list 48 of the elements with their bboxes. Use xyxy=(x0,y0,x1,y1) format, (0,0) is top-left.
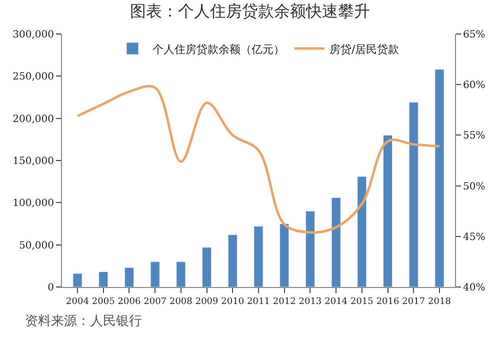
x-tick-label: 2015 xyxy=(350,296,374,307)
bar xyxy=(176,261,186,287)
y2-tick-label: 45% xyxy=(463,232,486,243)
y2-tick-label: 65% xyxy=(463,30,486,40)
x-tick-label: 2014 xyxy=(324,296,348,307)
bar xyxy=(124,267,134,287)
bar xyxy=(331,197,341,287)
x-tick-label: 2010 xyxy=(221,296,244,307)
bar xyxy=(280,224,290,287)
bar xyxy=(228,234,238,287)
bar xyxy=(408,102,418,287)
y2-tick-label: 40% xyxy=(463,282,486,294)
y-tick-label: 250,000 xyxy=(12,72,54,83)
y-tick-label: 100,000 xyxy=(12,198,54,210)
x-tick-label: 2005 xyxy=(92,296,116,307)
y-tick-label: 50,000 xyxy=(19,240,54,252)
x-tick-label: 2008 xyxy=(169,296,193,307)
x-tick-label: 2004 xyxy=(66,296,90,307)
x-tick-label: 2012 xyxy=(272,296,296,307)
y2-tick-label: 60% xyxy=(463,80,486,92)
x-tick-label: 2018 xyxy=(428,296,452,307)
bar xyxy=(357,176,367,287)
y-tick-label: 300,000 xyxy=(12,30,54,40)
legend-label: 房贷/居民贷款 xyxy=(330,42,400,56)
y-tick-label: 0 xyxy=(48,282,54,294)
y-tick-label: 200,000 xyxy=(12,114,54,125)
chart-title: 图表：个人住房贷款余额快速攀升 xyxy=(130,1,370,20)
x-tick-label: 2007 xyxy=(144,296,167,307)
bar xyxy=(434,69,444,287)
x-tick-label: 2009 xyxy=(195,296,219,307)
bar xyxy=(98,272,108,287)
y2-tick-label: 50% xyxy=(463,181,486,192)
bar xyxy=(72,273,82,287)
x-tick-label: 2017 xyxy=(402,296,426,307)
x-tick-label: 2006 xyxy=(118,296,141,307)
legend-label: 个人住房贷款余额（亿元） xyxy=(152,42,284,56)
line-series xyxy=(76,85,441,234)
bar xyxy=(150,261,160,287)
bar xyxy=(202,247,212,287)
bar xyxy=(305,210,315,287)
x-tick-label: 2011 xyxy=(247,296,270,307)
x-tick-label: 2016 xyxy=(376,296,400,307)
bar xyxy=(254,226,264,287)
text: 资料来源：人民银行 xyxy=(25,314,142,329)
bar xyxy=(383,134,393,287)
y-tick-label: 150,000 xyxy=(12,156,54,167)
x-tick-label: 2013 xyxy=(298,296,322,307)
y2-tick-label: 55% xyxy=(463,130,486,142)
